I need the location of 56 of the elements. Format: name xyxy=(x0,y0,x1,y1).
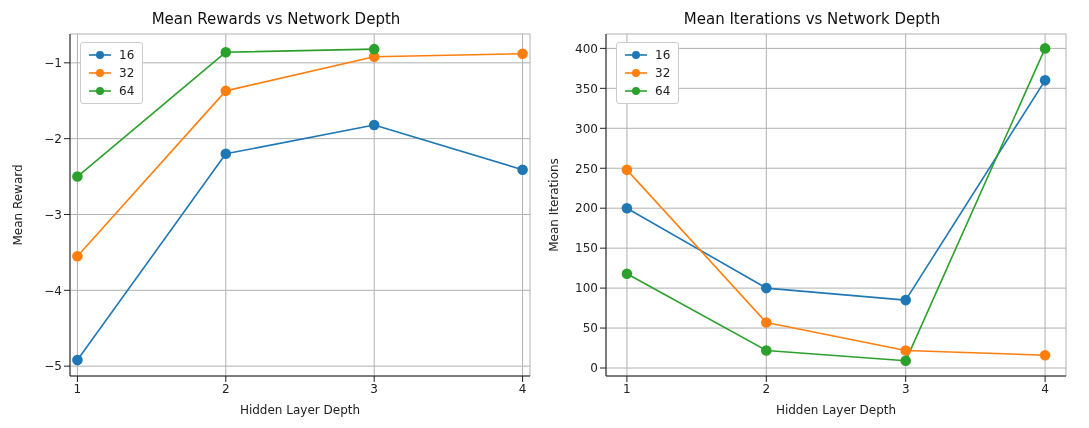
y-axis-title: Mean Iterations xyxy=(547,158,562,252)
y-tick-label: 250 xyxy=(575,161,598,176)
point xyxy=(1039,75,1051,86)
point xyxy=(220,85,232,97)
point xyxy=(621,202,633,214)
point xyxy=(761,345,772,356)
point xyxy=(72,250,83,262)
legend-label: 16 xyxy=(655,47,671,64)
point xyxy=(761,282,772,294)
point xyxy=(621,268,633,280)
x-tick-label: 2 xyxy=(221,381,230,396)
point xyxy=(900,294,911,306)
x-axis-title: Hidden Layer Depth xyxy=(775,403,897,417)
y-tick-label: −1 xyxy=(44,56,62,71)
point xyxy=(900,345,911,356)
y-tick-label: 50 xyxy=(582,321,598,336)
x-axis-title: Hidden Layer Depth xyxy=(239,403,361,417)
y-tick-label: 100 xyxy=(575,281,598,296)
y-tick-label: −5 xyxy=(44,359,62,374)
y-tick-label: 350 xyxy=(575,81,598,96)
y-tick-label: −4 xyxy=(44,283,62,298)
y-tick-label: 300 xyxy=(575,121,598,136)
y-tick-label: 200 xyxy=(575,201,598,216)
x-tick-label: 3 xyxy=(370,381,379,396)
chart-title: Mean Iterations vs Network Depth xyxy=(682,9,942,30)
point xyxy=(72,171,83,182)
point xyxy=(517,48,528,60)
x-tick-label: 1 xyxy=(73,381,82,396)
y-tick-label: 0 xyxy=(590,361,598,376)
point xyxy=(517,164,528,176)
point xyxy=(220,46,232,58)
x-tick-label: 1 xyxy=(623,381,631,396)
y-tick-label: −2 xyxy=(44,131,62,146)
x-tick-label: 4 xyxy=(1041,381,1049,396)
y-tick-label: 150 xyxy=(575,241,598,256)
point xyxy=(72,354,83,366)
y-axis-title: Mean Reward xyxy=(11,164,26,246)
x-tick-label: 4 xyxy=(518,381,527,396)
legend-label: 64 xyxy=(119,83,135,100)
point xyxy=(1039,43,1051,54)
point xyxy=(900,355,911,367)
point xyxy=(621,164,633,176)
legend-label: 16 xyxy=(119,47,135,64)
point xyxy=(220,148,232,160)
point xyxy=(1039,349,1051,361)
x-tick-label: 3 xyxy=(901,381,910,396)
y-tick-label: 400 xyxy=(575,41,598,56)
chart-title: Mean Rewards vs Network Depth xyxy=(150,9,402,30)
legend-label: 32 xyxy=(119,65,135,82)
point xyxy=(368,119,380,131)
x-tick-label: 2 xyxy=(762,381,771,396)
legend-label: 32 xyxy=(655,65,671,82)
point xyxy=(368,43,380,55)
point xyxy=(761,317,772,328)
legend-label: 64 xyxy=(655,83,671,100)
y-tick-label: −3 xyxy=(44,207,62,222)
